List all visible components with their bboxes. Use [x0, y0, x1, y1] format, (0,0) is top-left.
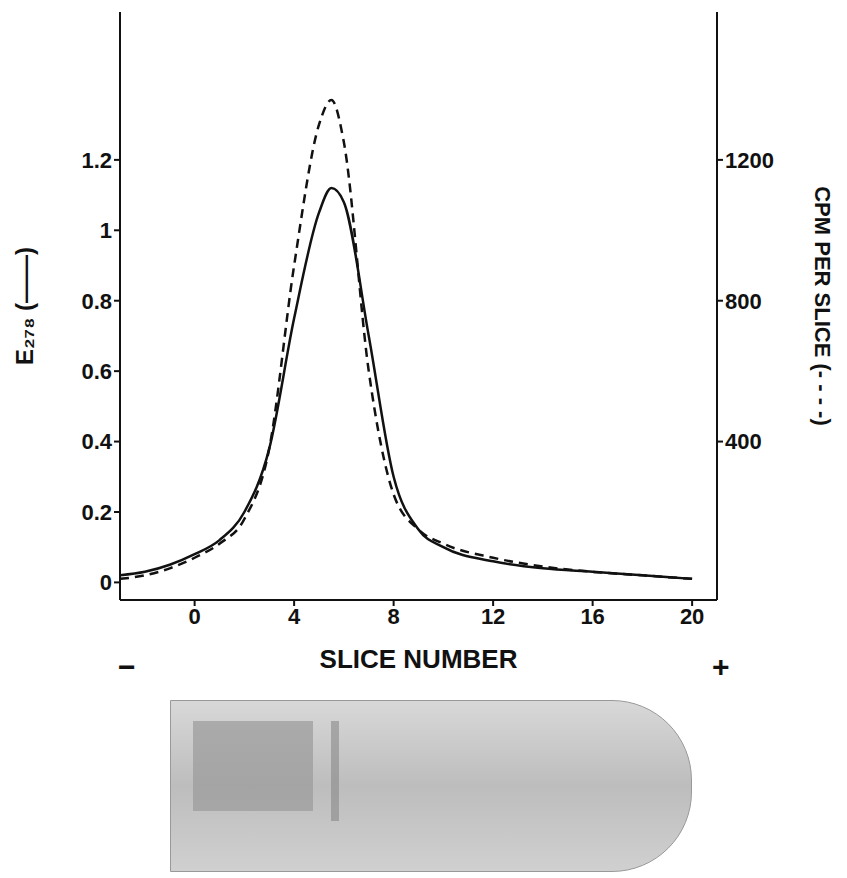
svg-text:0: 0: [100, 570, 112, 595]
svg-text:0.2: 0.2: [81, 500, 112, 525]
svg-text:E₂₇₈ (——): E₂₇₈ (——): [11, 247, 38, 365]
svg-text:0.6: 0.6: [81, 359, 112, 384]
svg-text:400: 400: [725, 429, 762, 454]
svg-text:SLICE NUMBER: SLICE NUMBER: [320, 644, 518, 674]
svg-text:0.4: 0.4: [81, 429, 112, 454]
svg-text:12: 12: [481, 604, 505, 629]
svg-text:20: 20: [680, 604, 704, 629]
svg-text:1: 1: [100, 218, 112, 243]
svg-text:0.8: 0.8: [81, 289, 112, 314]
svg-text:0: 0: [189, 604, 201, 629]
svg-text:1.2: 1.2: [81, 148, 112, 173]
svg-text:1200: 1200: [725, 148, 774, 173]
svg-text:CPM PER SLICE (- - - -): CPM PER SLICE (- - - -): [810, 186, 835, 426]
svg-text:4: 4: [288, 604, 301, 629]
svg-text:800: 800: [725, 289, 762, 314]
svg-text:8: 8: [388, 604, 400, 629]
svg-text:16: 16: [580, 604, 604, 629]
